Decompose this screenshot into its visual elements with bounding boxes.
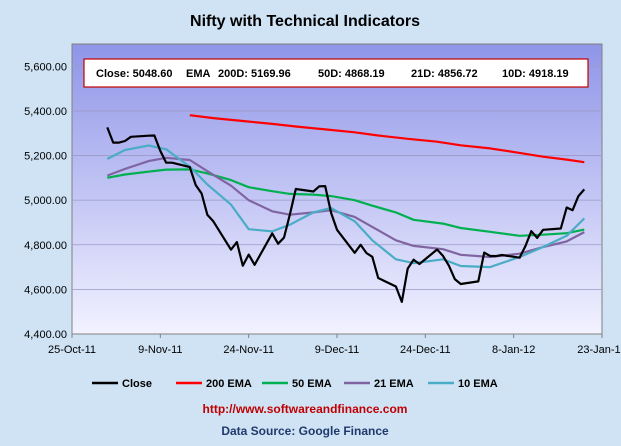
legend-label: 200 EMA	[206, 378, 252, 390]
info-50d: 50D: 4868.19	[318, 68, 385, 80]
legend-label: 21 EMA	[374, 378, 414, 390]
x-tick-label: 23-Jan-12	[577, 344, 621, 356]
chart-title: Nifty with Technical Indicators	[190, 13, 420, 30]
series-line-200-ema	[189, 114, 585, 164]
x-tick-label: 8-Jan-12	[492, 344, 535, 356]
y-tick-label: 5,600.00	[24, 61, 67, 73]
legend-label: 10 EMA	[458, 378, 498, 390]
series-line-50-ema	[107, 168, 585, 237]
series-line-close	[106, 127, 586, 303]
plot-area	[71, 43, 603, 335]
data-source: Data Source: Google Finance	[221, 424, 389, 438]
x-tick-label: 25-Oct-11	[48, 344, 96, 356]
info-10d: 10D: 4918.19	[502, 68, 569, 80]
x-tick-label: 24-Dec-11	[400, 344, 451, 356]
info-box-border	[83, 58, 589, 88]
x-tick-label: 24-Nov-11	[223, 344, 274, 356]
info-ema-label: EMA	[186, 68, 211, 80]
x-tick-label: 9-Nov-11	[138, 344, 182, 356]
legend-label: 50 EMA	[292, 378, 332, 390]
y-tick-label: 4,600.00	[24, 284, 67, 296]
y-tick-label: 5,200.00	[24, 151, 67, 163]
info-box: Close: 5048.60 EMA 200D: 5169.96 50D: 48…	[83, 58, 589, 88]
y-axis-ticks: 4,400.00 4,600.00 4,800.00 5,000.00 5,200.00…	[24, 61, 67, 341]
y-tick-label: 5,400.00	[24, 106, 67, 118]
source-url: http://www.softwareandfinance.com	[203, 402, 408, 416]
series-lines	[106, 114, 586, 303]
info-200d: 200D: 5169.96	[218, 68, 291, 80]
info-close: Close: 5048.60	[96, 68, 172, 80]
x-axis-ticks: 25-Oct-11 9-Nov-11 24-Nov-11 9-Dec-11 24-Dec…	[48, 334, 621, 356]
y-tick-label: 5,000.00	[24, 195, 67, 207]
x-tick-label: 9-Dec-11	[315, 344, 359, 356]
y-tick-label: 4,800.00	[24, 240, 67, 252]
legend: Close 200 EMA 50 EMA 21 EMA 10 EMA	[92, 378, 498, 390]
y-tick-label: 4,400.00	[24, 329, 67, 341]
legend-label: Close	[122, 378, 152, 390]
info-21d: 21D: 4856.72	[411, 68, 478, 80]
